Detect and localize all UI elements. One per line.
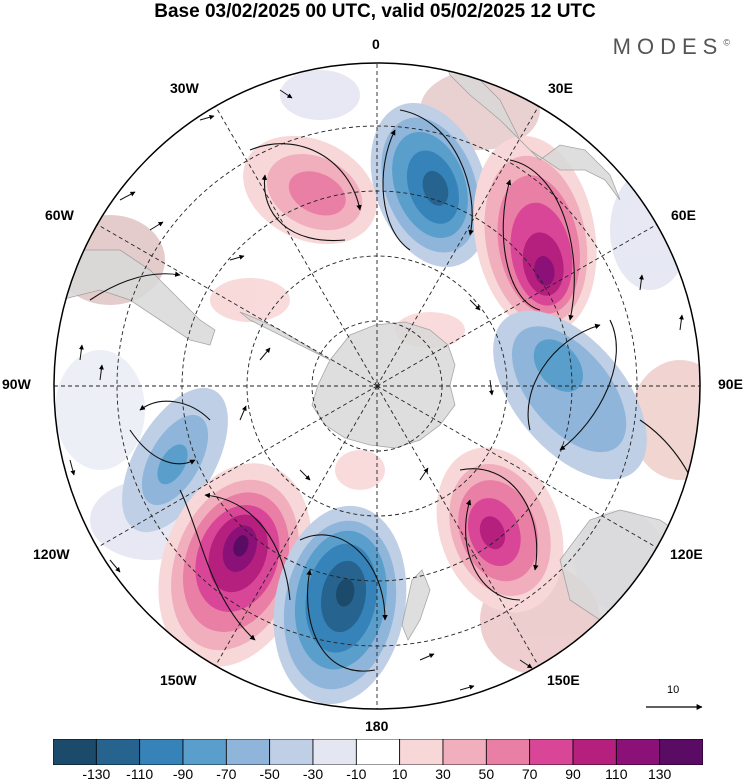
chart-title: Base 03/02/2025 00 UTC, valid 05/02/2025…	[154, 1, 596, 22]
map-disk-content	[54, 63, 700, 709]
colorbar-tick-label: -110	[126, 766, 154, 782]
lon-label-180: 180	[365, 718, 389, 734]
colorbar-tick-label: 70	[521, 766, 538, 782]
lon-label-150e: 150E	[547, 672, 580, 688]
colorbar-swatch-4	[225, 739, 271, 765]
lon-label-0: 0	[372, 36, 380, 52]
anomaly-blob-neg-105w	[122, 387, 228, 533]
lon-label-60w: 60W	[45, 207, 74, 223]
africa	[439, 63, 621, 201]
colorbar-tick-label: -130	[82, 766, 111, 782]
colorbar	[53, 739, 703, 765]
colorbar-tick-label: -10	[346, 766, 367, 782]
anomaly-blob-pos-45e	[473, 135, 597, 335]
colorbar-swatch-5	[269, 739, 314, 765]
colorbar-tick-label: -30	[302, 766, 324, 782]
colorbar-swatch-14	[659, 739, 703, 765]
colorbar-swatch-0	[53, 739, 97, 765]
colorbar-swatch-3	[182, 739, 227, 765]
map-border	[53, 62, 701, 710]
lon-label-60e: 60E	[671, 207, 696, 223]
lon-label-120w: 120W	[33, 546, 70, 562]
colorbar-swatch-8	[399, 739, 444, 765]
antarctica	[311, 321, 456, 449]
anomaly-blob-pos-25w	[243, 135, 377, 245]
colorbar-tick-label: -90	[172, 766, 194, 782]
colorbar-swatch-7	[355, 739, 401, 765]
anomaly-blob-pos-140e	[436, 447, 564, 613]
south-america	[54, 249, 216, 346]
colorbar-tick-label: 90	[565, 766, 581, 782]
lon-label-30w: 30W	[170, 80, 199, 96]
colorbar-tick-label: 110	[605, 766, 628, 782]
colorbar-swatch-10	[485, 739, 531, 765]
colorbar-swatch-11	[529, 739, 574, 765]
lon-label-30e: 30E	[548, 80, 573, 96]
vector-scale-label: 10	[667, 684, 680, 696]
anomaly-blob-neg-80e	[493, 310, 647, 480]
colorbar-tick-label: 30	[435, 766, 451, 782]
colorbar-swatch-2	[139, 739, 184, 765]
colorbar-tick-label: 50	[478, 766, 495, 782]
graticule	[54, 63, 700, 709]
colorbar-swatch-9	[442, 739, 487, 765]
colorbar-tick-label: 130	[647, 766, 672, 782]
lon-label-90w: 90W	[2, 376, 31, 392]
colorbar-swatch-12	[572, 739, 617, 765]
new-zealand	[401, 569, 431, 641]
lon-label-90e: 90E	[718, 376, 743, 392]
lon-label-120e: 120E	[670, 546, 703, 562]
colorbar-tick-label: -50	[259, 766, 280, 782]
modes-logo: MODES©	[612, 34, 730, 59]
anomaly-blob-neg-15e	[370, 102, 490, 268]
colorbar-swatch-6	[312, 739, 357, 765]
colorbar-swatch-13	[615, 739, 661, 765]
colorbar-swatch-1	[95, 739, 141, 765]
lon-label-150w: 150W	[160, 672, 197, 688]
colorbar-tick-label: -70	[216, 766, 237, 782]
colorbar-tick-label: 10	[391, 766, 408, 782]
